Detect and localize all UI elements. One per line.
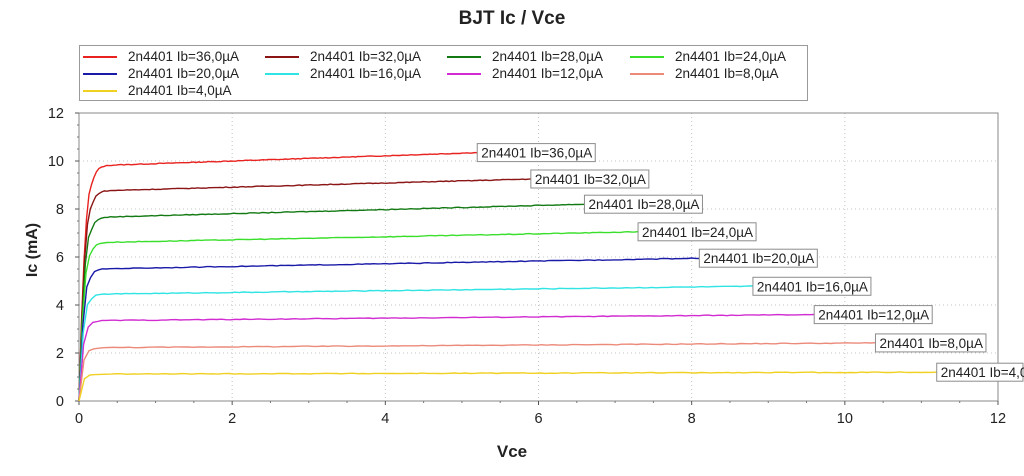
legend-label: 2n4401 Ib=28,0µA [492,49,603,64]
series-end-label-box [476,143,596,163]
series-end-label: 2n4401 Ib=12,0µA [818,308,929,323]
series-end-label: 2n4401 Ib=20,0µA [703,251,814,266]
series-end-label: 2n4401 Ib=28,0µA [588,197,699,212]
legend-swatch [630,73,664,75]
legend-swatch [447,73,481,75]
series-end-label-box [637,222,757,242]
x-tick-label: 6 [534,411,542,427]
legend-label: 2n4401 Ib=16,0µA [310,66,421,81]
y-tick-label: 6 [56,250,64,266]
series-end-label-box [698,248,818,268]
series-line [78,313,815,402]
series-line [78,285,753,402]
legend-label: 2n4401 Ib=36,0µA [128,49,239,64]
x-axis-label: Vce [496,442,528,461]
series-annotations: 2n4401 Ib=36,0µA 2n4401 Ib=32,0µA 2n4401 I… [476,143,1024,382]
series-line [78,178,531,402]
y-axis-label: Ic (mA) [24,222,42,278]
series-end-label: 2n4401 Ib=36,0µA [481,146,592,161]
x-tick-label: 10 [837,411,853,427]
legend-label: 2n4401 Ib=32,0µA [310,49,421,64]
x-tick-label: 4 [381,411,389,427]
x-tick-label: 8 [688,411,696,427]
series-end-label: 2n4401 Ib=32,0µA [535,172,646,187]
y-tick-label: 2 [56,346,64,362]
series-lines [78,151,937,402]
legend-swatch [83,73,117,75]
series-line [78,151,478,402]
axis-ticks: 0 2 4 6 8 10 12 0 2 4 6 8 10 12 [48,106,1006,427]
legend-swatch [447,56,481,58]
series-end-label-box [874,333,987,353]
legend-label: 2n4401 Ib=8,0µA [675,66,779,81]
x-tick-label: 12 [990,411,1006,427]
legend-swatch [83,56,117,58]
series-line [78,341,876,402]
y-tick-label: 8 [56,202,64,218]
y-tick-label: 12 [48,106,64,122]
series-end-label-box [530,169,650,189]
series-end-label: 2n4401 Ib=8,0µA [879,336,983,351]
series-line [78,257,700,402]
legend-swatch [83,90,117,92]
legend-swatch [265,56,299,58]
legend-swatch [630,56,664,58]
legend: 2n4401 Ib=36,0µA 2n4401 Ib=32,0µA 2n4401… [79,45,808,101]
chart-title: BJT Ic / Vce [458,8,566,29]
series-line [78,203,585,402]
series-end-label: 2n4401 Ib=4,0µA [941,365,1024,380]
series-end-label-box [583,194,703,214]
legend-label: 2n4401 Ib=4,0µA [128,83,232,98]
y-tick-label: 10 [48,154,64,170]
series-end-label-box [752,276,872,296]
series-end-label-box [936,362,1024,382]
series-line [78,230,639,402]
series-end-label: 2n4401 Ib=16,0µA [757,279,868,294]
legend-label: 2n4401 Ib=24,0µA [675,49,786,64]
x-tick-label: 0 [75,411,83,427]
y-tick-label: 0 [56,394,64,410]
legend-swatch [265,73,299,75]
legend-label: 2n4401 Ib=12,0µA [492,66,603,81]
series-end-label: 2n4401 Ib=24,0µA [642,225,753,240]
series-line [78,371,937,402]
y-tick-label: 4 [56,298,64,314]
x-tick-label: 2 [228,411,236,427]
series-end-label-box [813,305,933,325]
legend-label: 2n4401 Ib=20,0µA [128,66,239,81]
